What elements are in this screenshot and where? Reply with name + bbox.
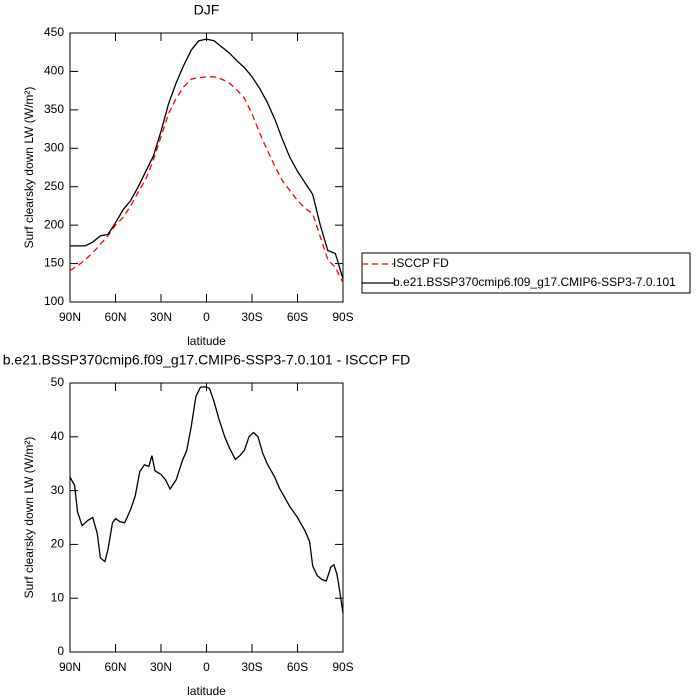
x-tick-label: 60S [287, 660, 308, 674]
y-tick-label: 30 [51, 483, 65, 497]
y-tick-label: 300 [44, 140, 64, 154]
x-tick-label: 90S [332, 660, 353, 674]
y-tick-label: 150 [44, 256, 64, 270]
chart-title: b.e21.BSSP370cmip6.f09_g17.CMIP6-SSP3-7.… [3, 352, 411, 368]
x-tick-label: 30N [150, 660, 172, 674]
legend-label: b.e21.BSSP370cmip6.f09_g17.CMIP6-SSP3-7.… [393, 275, 676, 289]
x-tick-label: 60S [287, 310, 308, 324]
y-tick-label: 450 [44, 25, 64, 39]
x-tick-label: 0 [203, 310, 210, 324]
x-tick-label: 30N [150, 310, 172, 324]
y-tick-label: 400 [44, 64, 64, 78]
chart-title: DJF [194, 2, 220, 18]
y-tick-label: 40 [51, 429, 65, 443]
x-axis-label: latitude [187, 334, 226, 348]
legend-box [361, 252, 691, 294]
y-axis-label: Surf clearsky down LW (W/m²) [22, 87, 36, 249]
x-tick-label: 30S [241, 660, 262, 674]
data-line [69, 76, 344, 284]
y-tick-label: 100 [44, 294, 64, 308]
data-line [69, 386, 344, 614]
x-tick-label: 90N [59, 310, 81, 324]
data-line [70, 38, 344, 280]
y-tick-label: 10 [51, 590, 65, 604]
y-tick-label: 20 [51, 537, 65, 551]
y-tick-label: 200 [44, 217, 64, 231]
plot-frame [69, 382, 344, 653]
x-tick-label: 60N [104, 660, 126, 674]
y-tick-label: 350 [44, 102, 64, 116]
x-tick-label: 30S [241, 310, 262, 324]
plot-frame [69, 32, 344, 303]
legend: ISCCP FD b.e21.BSSP370cmip6.f09_g17.CMIP6… [361, 252, 691, 294]
x-axis-label: latitude [187, 684, 226, 698]
y-tick-label: 0 [57, 644, 64, 658]
x-tick-label: 60N [104, 310, 126, 324]
x-tick-label: 90N [59, 660, 81, 674]
legend-label: ISCCP FD [393, 256, 449, 270]
x-tick-label: 90S [332, 310, 353, 324]
y-tick-label: 50 [51, 375, 65, 389]
y-tick-label: 250 [44, 179, 64, 193]
x-tick-label: 0 [203, 660, 210, 674]
y-axis-label: Surf clearsky down LW (W/m²) [22, 437, 36, 599]
